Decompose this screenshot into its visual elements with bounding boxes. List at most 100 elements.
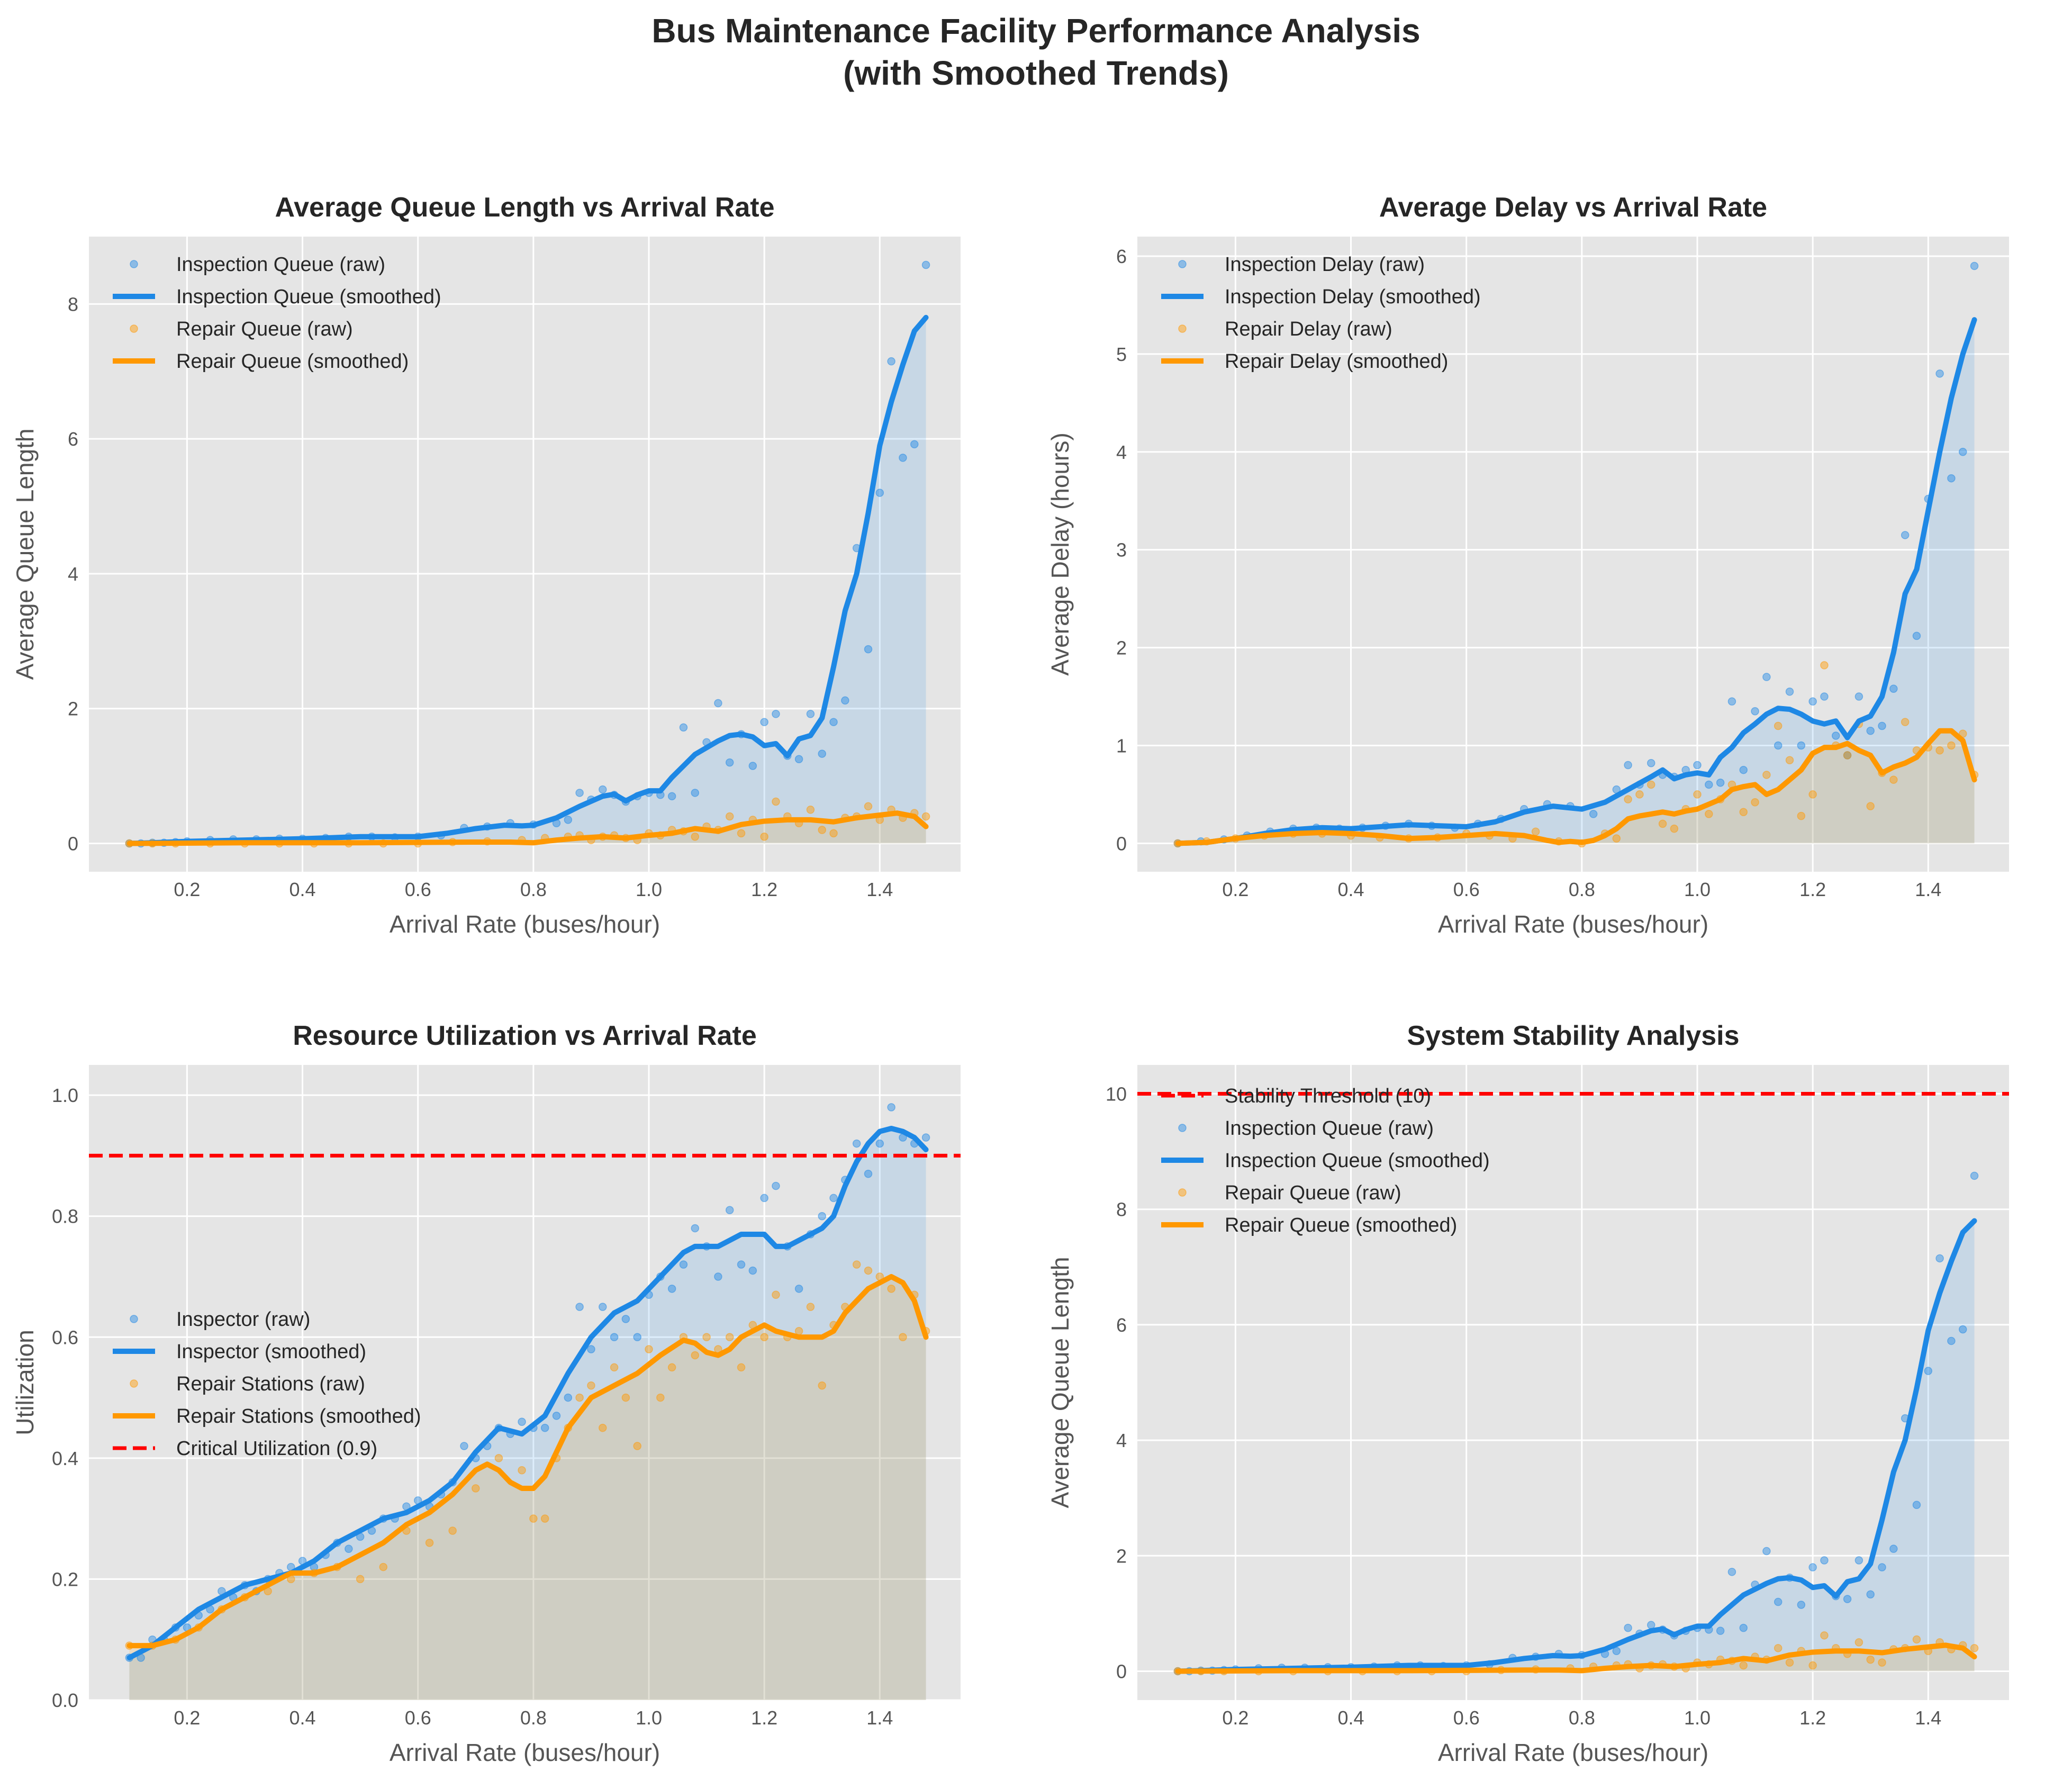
series-fill: [1178, 1221, 1975, 1671]
x-tick-label: 1.2: [751, 1707, 777, 1729]
scatter-point: [472, 1484, 480, 1493]
y-tick-label: 1.0: [52, 1085, 78, 1106]
scatter-point: [1797, 741, 1806, 750]
legend-marker: [130, 324, 138, 333]
scatter-point: [1716, 1627, 1725, 1635]
figure-title-line-1: Bus Maintenance Facility Performance Ana…: [652, 12, 1420, 50]
y-tick-label: 0.0: [52, 1689, 78, 1711]
scatter-point: [1958, 1325, 1967, 1334]
y-tick-label: 6: [68, 428, 78, 450]
scatter-point: [1739, 765, 1748, 774]
legend: Stability Threshold (10) Inspection Queue…: [1161, 1085, 1490, 1236]
legend-label: Repair Queue (smoothed): [1225, 1214, 1457, 1236]
scatter-point: [714, 1272, 722, 1281]
series-line: [126, 314, 929, 846]
legend-marker: [1178, 324, 1187, 333]
series-layer: [1173, 1171, 1979, 1676]
scatter-point: [1624, 795, 1632, 803]
scatter-point: [760, 1194, 768, 1203]
scatter-point: [899, 1333, 907, 1342]
scatter-point: [518, 1417, 526, 1426]
scatter-point: [714, 699, 722, 708]
series-line: [126, 810, 929, 846]
x-tick-label: 0.8: [520, 879, 547, 900]
scatter-point: [737, 1260, 746, 1269]
scatter-point: [1935, 1254, 1944, 1263]
x-tick-label: 0.6: [1453, 879, 1480, 900]
scatter-point: [737, 829, 746, 838]
scatter-point: [494, 1454, 503, 1462]
scatter-point: [794, 1327, 803, 1335]
scatter-point: [448, 1526, 457, 1535]
scatter-point: [518, 1466, 526, 1475]
x-tick-label: 0.2: [174, 879, 200, 900]
x-tick-label: 1.0: [1684, 1707, 1711, 1729]
scatter-point: [887, 1103, 895, 1112]
scatter-point: [575, 1303, 584, 1311]
y-axis-label: Average Queue Length: [1046, 1257, 1074, 1508]
y-tick-label: 4: [68, 563, 78, 585]
scatter-point: [910, 440, 919, 449]
scatter-point: [818, 1381, 826, 1390]
scatter-point: [818, 749, 826, 758]
chart-title: Average Delay vs Arrival Rate: [1379, 192, 1767, 223]
legend-marker: [1178, 1188, 1187, 1197]
series-layer: [125, 1103, 930, 1700]
legend-label: Inspector (smoothed): [176, 1341, 366, 1363]
x-tick-label: 1.2: [1799, 879, 1826, 900]
scatter-point: [1878, 721, 1886, 730]
series-line: [1175, 1218, 1977, 1674]
scatter-point: [1901, 531, 1910, 539]
plot-area: [89, 1065, 961, 1700]
x-axis-label: Arrival Rate (buses/hour): [1438, 910, 1708, 938]
scatter-point: [1762, 673, 1771, 681]
scatter-point: [1832, 731, 1840, 740]
scatter-point: [1774, 741, 1783, 750]
scatter-point: [818, 1212, 826, 1221]
scatter-point: [1774, 1597, 1783, 1606]
x-tick-label: 0.2: [174, 1707, 200, 1729]
legend-marker: [130, 260, 138, 268]
scatter-point: [760, 833, 768, 841]
scatter-point: [1912, 1501, 1921, 1510]
scatter-point: [1820, 1556, 1829, 1565]
scatter-point: [345, 1544, 353, 1553]
scatter-point: [1912, 631, 1921, 640]
x-tick-label: 1.0: [1684, 879, 1711, 900]
x-tick-label: 1.4: [1915, 1707, 1941, 1729]
scatter-point: [1624, 1623, 1632, 1632]
scatter-point: [1935, 369, 1944, 378]
legend-label: Repair Queue (raw): [176, 318, 353, 340]
scatter-point: [818, 826, 826, 834]
scatter-point: [1820, 661, 1829, 670]
scatter-point: [1820, 1631, 1829, 1640]
scatter-point: [1854, 692, 1863, 701]
x-tick-label: 1.0: [636, 879, 662, 900]
scatter-point: [772, 797, 780, 806]
plot-area: [1137, 237, 2009, 872]
scatter-point: [1693, 761, 1702, 770]
series-line: [1175, 1642, 1977, 1674]
scatter-point: [1785, 688, 1794, 696]
scatter-point: [921, 812, 930, 821]
series-line: [126, 1126, 929, 1660]
figure-title-line-2: (with Smoothed Trends): [843, 54, 1229, 92]
scatter-point: [1970, 1171, 1979, 1180]
y-axis-label: Utilization: [11, 1330, 39, 1435]
scatter-point: [1912, 1635, 1921, 1644]
x-axis-label: Arrival Rate (buses/hour): [1438, 1739, 1708, 1766]
scatter-point: [691, 1351, 700, 1360]
legend-marker: [1178, 260, 1187, 268]
scatter-point: [1808, 697, 1817, 706]
x-tick-label: 0.6: [405, 879, 431, 900]
scatter-point: [1762, 771, 1771, 779]
series-layer: [1173, 261, 1979, 848]
scatter-point: [864, 802, 873, 811]
scatter-point: [899, 454, 907, 462]
scatter-point: [772, 1290, 780, 1299]
scatter-point: [887, 357, 895, 366]
scatter-point: [794, 755, 803, 764]
series-layer: [125, 260, 930, 848]
scatter-point: [1889, 775, 1898, 784]
scatter-point: [748, 1266, 757, 1275]
